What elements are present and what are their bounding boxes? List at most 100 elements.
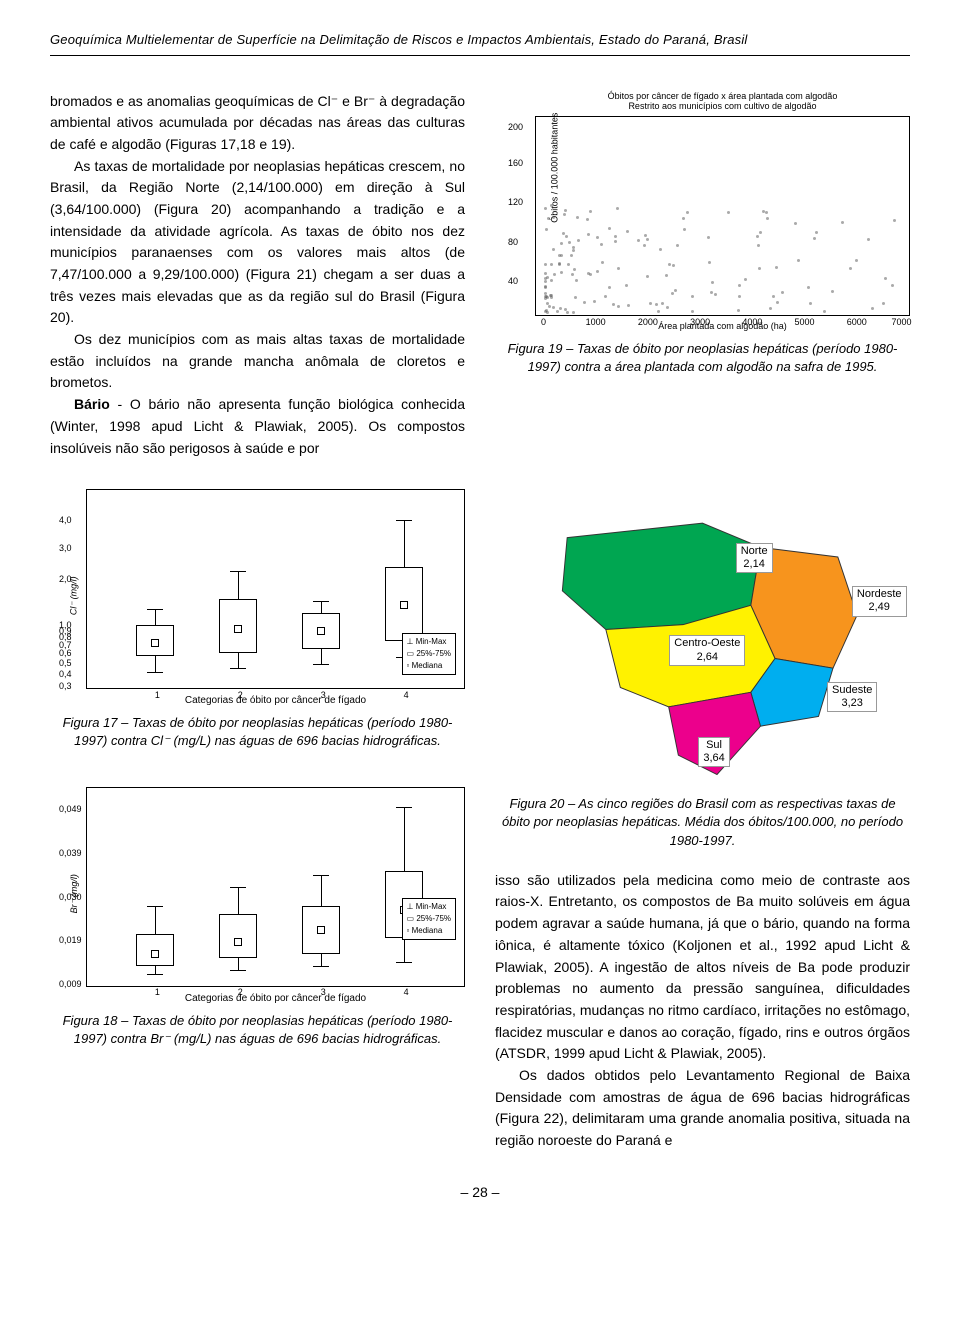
median-marker [234, 625, 242, 633]
fig19-caption: Figura 19 – Taxas de óbito por neoplasia… [495, 340, 910, 376]
scatter-point [586, 218, 589, 221]
scatter-point [564, 308, 567, 311]
scatter-point [797, 259, 800, 262]
fig19-scatter: Óbitos / 100.000 habitantes 408012016020… [535, 116, 910, 316]
left-para-3: Os dez municípios com as mais altas taxa… [50, 329, 465, 394]
scatter-point [589, 210, 592, 213]
scatter-point [550, 296, 553, 299]
ytick: 200 [508, 121, 523, 135]
scatter-point [558, 254, 561, 257]
fig17-caption: Figura 17 – Taxas de óbito por neoplasia… [50, 714, 465, 750]
scatter-point [566, 311, 569, 314]
fig17-wrapper: Cl⁻ (mg/l) 0,30,40,50,60,70,80,91,02,03,… [50, 489, 465, 708]
scatter-point [655, 303, 658, 306]
scatter-point [573, 268, 576, 271]
scatter-point [737, 309, 740, 312]
whisker-cap [230, 668, 246, 669]
scatter-point [758, 267, 761, 270]
region-label-centro-oeste: Centro-Oeste2,64 [669, 635, 745, 665]
scatter-point [831, 290, 834, 293]
ytick: 120 [508, 196, 523, 210]
scatter-point [614, 240, 617, 243]
scatter-point [545, 228, 548, 231]
scatter-point [711, 281, 714, 284]
scatter-point [612, 303, 615, 306]
scatter-point [769, 307, 772, 310]
top-two-column: bromados e as anomalias geoquímicas de C… [50, 91, 910, 460]
xtick: 2 [238, 689, 243, 703]
scatter-point [544, 286, 547, 289]
scatter-point [617, 267, 620, 270]
scatter-point [553, 273, 556, 276]
header-rule [50, 55, 910, 56]
median-marker [151, 950, 159, 958]
scatter-point [714, 293, 717, 296]
scatter-point [841, 221, 844, 224]
fig19-title: Óbitos por câncer de fígado x área plant… [535, 91, 910, 113]
ytick: 3,0 [59, 542, 72, 556]
fig19-wrapper: Óbitos por câncer de fígado x área plant… [495, 91, 910, 334]
left-column: bromados e as anomalias geoquímicas de C… [50, 91, 465, 460]
scatter-point [556, 310, 559, 313]
xtick: 3 [321, 689, 326, 703]
scatter-point [643, 244, 646, 247]
scatter-point [683, 228, 686, 231]
fig20-caption: Figura 20 – As cinco regiões do Brasil c… [495, 795, 910, 850]
xtick: 4000 [742, 316, 762, 330]
ytick: 1,0 [59, 619, 72, 633]
scatter-point [682, 217, 685, 220]
xtick: 4 [404, 986, 409, 1000]
scatter-point [564, 209, 567, 212]
scatter-point [744, 278, 747, 281]
scatter-point [775, 266, 778, 269]
ytick: 0,009 [59, 978, 82, 992]
scatter-point [587, 233, 590, 236]
scatter-point [686, 211, 689, 214]
scatter-point [544, 297, 547, 300]
fig18-caption: Figura 18 – Taxas de óbito por neoplasia… [50, 1012, 465, 1048]
scatter-point [871, 307, 874, 310]
scatter-point [587, 272, 590, 275]
xtick: 1000 [586, 316, 606, 330]
scatter-point [596, 270, 599, 273]
scatter-point [781, 291, 784, 294]
scatter-point [765, 211, 768, 214]
scatter-point [727, 211, 730, 214]
scatter-point [626, 230, 629, 233]
scatter-point [589, 273, 592, 276]
scatter-point [815, 231, 818, 234]
median-marker [317, 926, 325, 934]
scatter-point [576, 216, 579, 219]
right-column-bottom: Norte2,14Nordeste2,49Centro-Oeste2,64Sud… [495, 489, 910, 1152]
scatter-point [565, 235, 568, 238]
left-para-1: bromados e as anomalias geoquímicas de C… [50, 91, 465, 156]
scatter-point [544, 272, 547, 275]
scatter-point [572, 311, 575, 314]
legend-item: ▭ 25%-75% [407, 913, 451, 925]
boxplot-legend: ⊥ Min-Max▭ 25%-75%▫ Mediana [402, 898, 456, 940]
whisker-cap [147, 906, 163, 907]
legend-item: ▭ 25%-75% [407, 648, 451, 660]
boxplot-legend: ⊥ Min-Max▭ 25%-75%▫ Mediana [402, 633, 456, 675]
scatter-point [544, 295, 547, 298]
left-figures: Cl⁻ (mg/l) 0,30,40,50,60,70,80,91,02,03,… [50, 489, 465, 1152]
scatter-point [809, 302, 812, 305]
whisker-cap [230, 970, 246, 971]
scatter-point [666, 306, 669, 309]
whisker-cap [313, 966, 329, 967]
scatter-point [570, 254, 573, 257]
legend-item: ▫ Mediana [407, 660, 451, 672]
scatter-point [649, 302, 652, 305]
scatter-point [738, 284, 741, 287]
xtick: 2000 [638, 316, 658, 330]
scatter-point [544, 207, 547, 210]
scatter-point [596, 236, 599, 239]
whisker-cap [147, 672, 163, 673]
right-column-top: Óbitos por câncer de fígado x área plant… [495, 91, 910, 460]
region-label-sul: Sul3,64 [698, 737, 729, 767]
box [219, 914, 257, 958]
whisker-cap [396, 807, 412, 808]
scatter-point [559, 307, 562, 310]
scatter-point [593, 300, 596, 303]
ytick: 160 [508, 157, 523, 171]
